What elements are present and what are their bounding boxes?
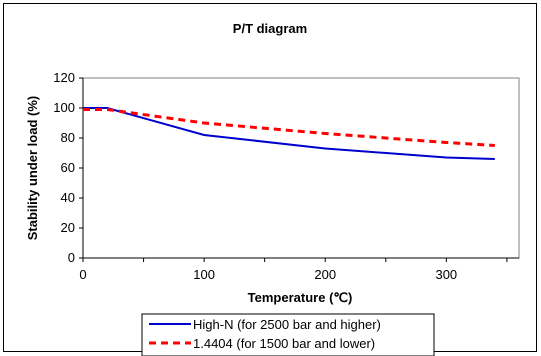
y-axis-label: Stability under load (%) [25,96,40,240]
chart-title: P/T diagram [233,21,307,36]
y-tick-label: 40 [61,190,75,205]
y-axis: 0 20 40 60 80 100 120 [53,70,84,265]
y-tick-label: 100 [53,100,75,115]
x-tick-label: 300 [435,267,457,282]
x-tick-label: 200 [314,267,336,282]
series-line-1 [83,108,495,147]
y-tick-label: 0 [68,250,75,265]
y-tick-label: 60 [61,160,75,175]
legend: High-N (for 2500 bar and higher) 1.4404 … [141,313,435,356]
x-tick-label: 0 [79,267,86,282]
legend-box [141,313,435,356]
y-tick-label: 80 [61,130,75,145]
x-tick-label: 100 [193,267,215,282]
legend-label-high-n: High-N (for 2500 bar and higher) [193,317,381,332]
plot-area [82,77,520,259]
legend-label-1-4404: 1.4404 (for 1500 bar and lower) [193,336,375,351]
series-layer [83,107,495,160]
y-tick-label: 120 [53,70,75,85]
x-axis-label: Temperature (℃) [248,290,353,305]
x-axis: 0 100 200 300 [79,257,519,282]
y-tick-label: 20 [61,220,75,235]
series-line-0 [83,107,495,160]
